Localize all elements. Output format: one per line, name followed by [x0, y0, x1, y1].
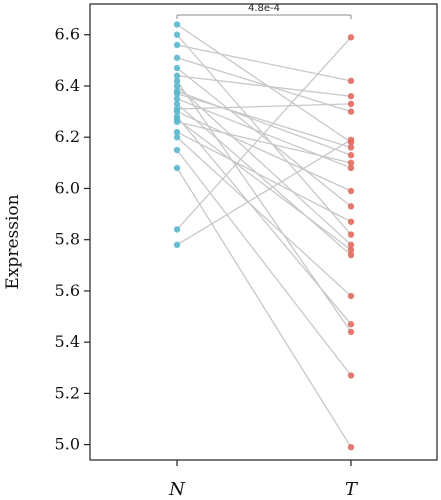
pair-line — [176, 57, 352, 113]
point-n — [173, 87, 181, 95]
pair-line — [176, 75, 352, 97]
points — [173, 21, 355, 451]
point-t — [347, 100, 355, 108]
point-t — [347, 203, 355, 210]
point-n — [173, 128, 181, 136]
y-tick-label: 6.2 — [55, 127, 80, 146]
y-tick-label: 5.8 — [55, 230, 80, 249]
point-n — [173, 226, 181, 233]
pair-line — [176, 118, 352, 251]
pair-line — [176, 44, 352, 82]
point-t — [347, 159, 355, 167]
y-tick-label: 5.6 — [55, 281, 80, 300]
point-t — [347, 372, 355, 379]
y-tick-label: 5.2 — [55, 383, 80, 402]
point-t — [347, 292, 355, 300]
point-t — [347, 108, 355, 115]
plot-frame — [89, 3, 438, 461]
point-t — [347, 231, 355, 238]
pair-line — [176, 90, 352, 156]
point-n — [173, 77, 181, 85]
point-n — [173, 41, 181, 49]
axes: 5.0 5.2 5.4 5.6 5.8 6.0 6.2 6.4 6.6 N T Expression — [3, 3, 438, 500]
pair-line — [176, 149, 352, 376]
point-t — [347, 251, 355, 259]
point-n — [173, 72, 181, 79]
point-n — [173, 21, 181, 28]
pair-line — [176, 121, 352, 164]
y-tick-label: 6.6 — [55, 25, 80, 44]
x-tick-label: T — [345, 479, 359, 500]
point-t — [347, 187, 355, 195]
pair-line — [176, 80, 352, 333]
pair-line — [176, 23, 352, 143]
point-n — [173, 146, 181, 154]
point-n — [173, 108, 181, 115]
point-t — [347, 443, 355, 451]
point-t — [347, 321, 355, 328]
point-n — [173, 82, 181, 90]
pair-line — [176, 111, 352, 192]
point-t — [347, 34, 355, 41]
pair-line — [176, 139, 352, 246]
point-t — [347, 144, 355, 151]
point-n — [173, 100, 181, 108]
pair-line — [176, 131, 352, 223]
point-t — [347, 241, 355, 249]
y-tick-label: 6.0 — [55, 178, 80, 197]
point-t — [347, 328, 355, 336]
point-n — [173, 134, 181, 141]
point-t — [347, 164, 355, 172]
point-n — [173, 31, 181, 38]
point-t — [347, 77, 355, 85]
pair-line — [176, 36, 352, 230]
annotations: 4.8e-4 — [176, 3, 352, 19]
pair-line — [176, 103, 352, 110]
point-t — [347, 246, 355, 254]
y-axis-title: Expression — [3, 194, 23, 289]
point-n — [173, 64, 181, 72]
y-tick-label: 5.4 — [55, 332, 80, 351]
point-t — [347, 218, 355, 225]
pair-lines — [176, 23, 352, 448]
point-t — [347, 136, 355, 143]
point-n — [173, 164, 181, 172]
y-tick-label: 6.4 — [55, 76, 80, 95]
pair-line — [176, 93, 352, 149]
pair-line — [176, 167, 352, 448]
point-n — [173, 116, 181, 123]
point-n — [173, 54, 181, 61]
pair-line — [176, 34, 352, 235]
p-value-label: 4.8e-4 — [248, 3, 280, 14]
pair-line — [176, 85, 352, 246]
x-tick-label: N — [168, 479, 186, 500]
pair-line — [176, 136, 352, 297]
point-n — [173, 241, 181, 249]
point-t — [347, 93, 355, 100]
point-n — [173, 95, 181, 102]
pair-line — [176, 67, 352, 207]
y-tick-label: 5.0 — [55, 435, 80, 454]
point-t — [347, 151, 355, 159]
